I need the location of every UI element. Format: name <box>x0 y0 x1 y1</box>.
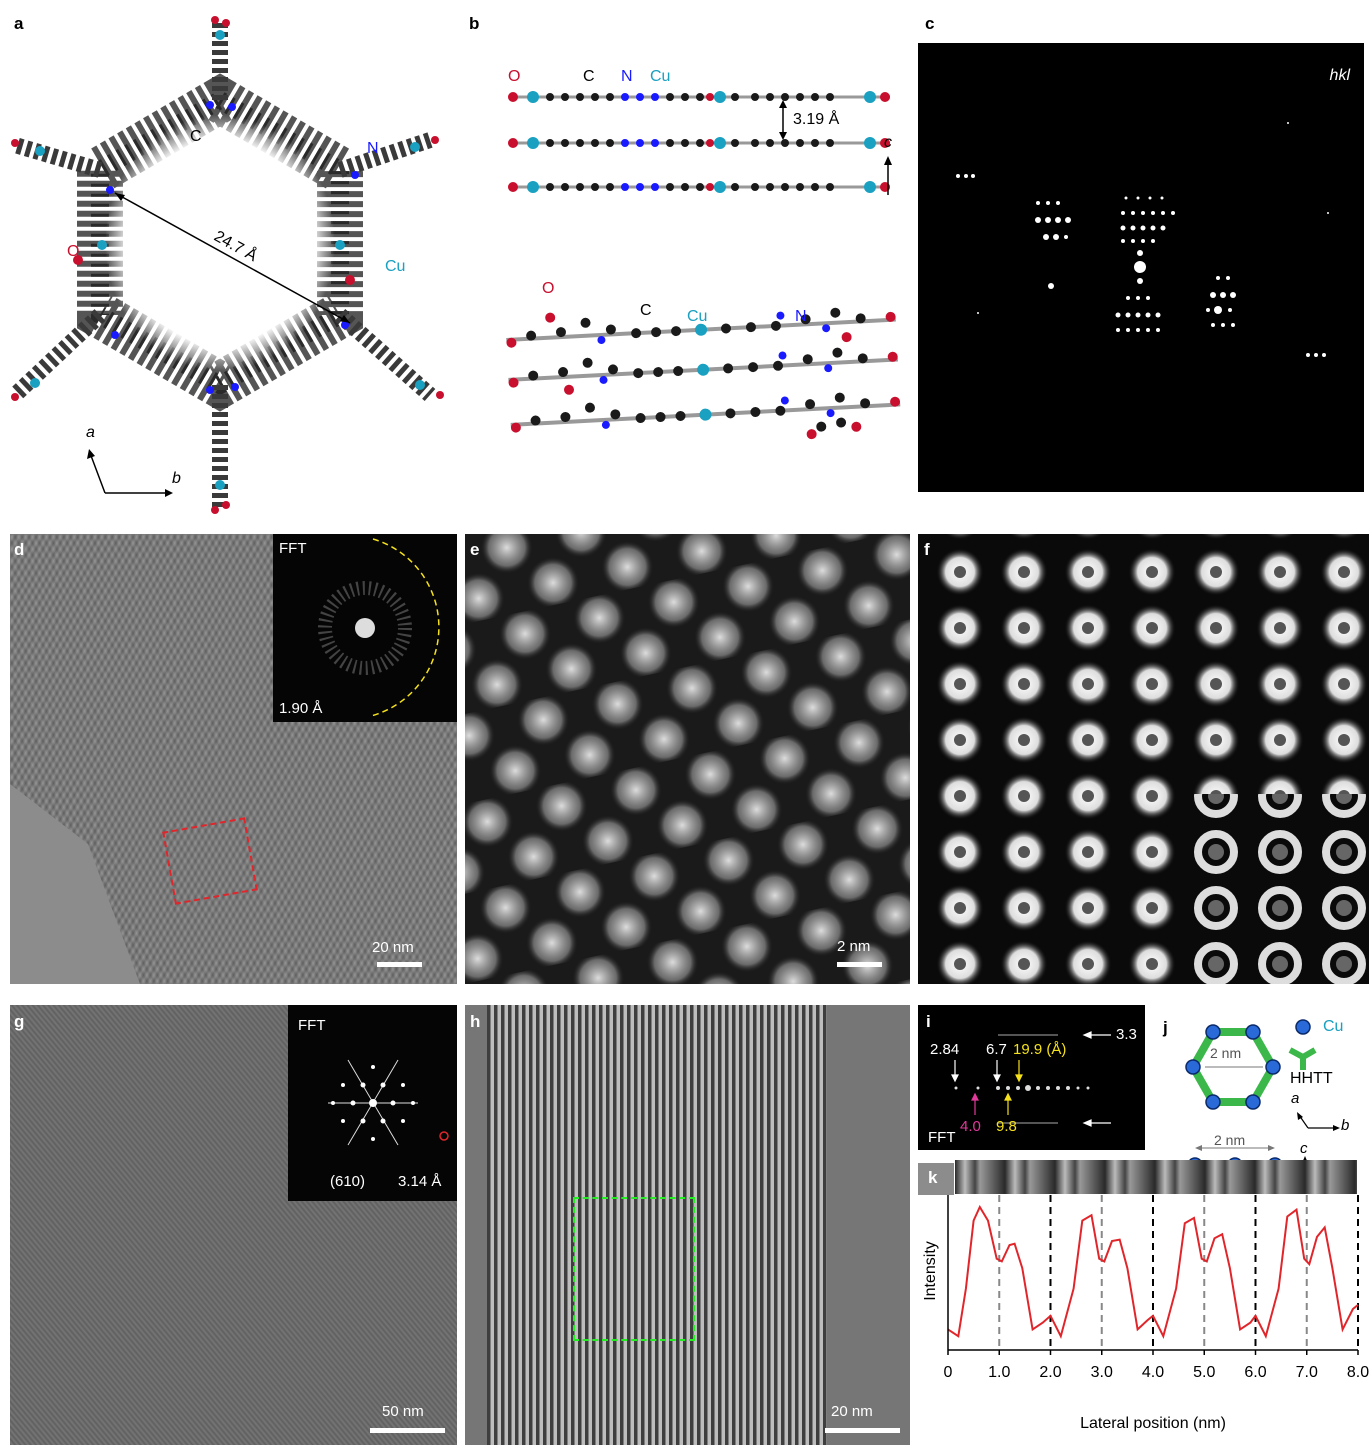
atom-label-c-bottom: C <box>640 302 652 319</box>
atom-label-o: O <box>67 243 80 260</box>
x-tick-label: 5.0 <box>1193 1364 1215 1381</box>
axis-label-a: a <box>86 424 95 441</box>
x-tick-label: 0 <box>944 1364 953 1381</box>
stacking-side-view <box>506 91 901 440</box>
panel-label-d: d <box>14 540 25 559</box>
fft-value-3-3: 3.3 <box>1116 1026 1137 1043</box>
panel-label-e: e <box>470 540 480 559</box>
spacing-label: 3.19 Å <box>793 111 840 128</box>
atom-label-c: C <box>190 128 202 145</box>
diffraction-pattern: hkl <box>918 43 1364 492</box>
panel-label-i: i <box>926 1012 931 1031</box>
fft-value-4-0: 4.0 <box>960 1118 981 1135</box>
simulated-image-f <box>918 534 1369 984</box>
dashed-guides <box>998 1195 1359 1350</box>
scale-label-g: 50 nm <box>382 1403 424 1420</box>
atom-label-c-top: C <box>583 68 595 85</box>
scale-label-h: 20 nm <box>831 1403 873 1420</box>
fringe-region <box>487 1005 827 1445</box>
scale-label-e: 2 nm <box>837 938 871 955</box>
atom-label-cu-top: Cu <box>650 68 671 85</box>
fft-inset-g: FFT (610) 3.14 Å <box>288 1005 457 1201</box>
atom-label-n-bottom: N <box>795 308 807 325</box>
legend-cu: Cu <box>1323 1018 1344 1035</box>
tem-image-g: FFT (610) 3.14 Å 50 nm <box>10 1005 457 1445</box>
x-tick-label: 6.0 <box>1244 1364 1266 1381</box>
selection-box-red <box>162 817 258 905</box>
pore-size-label: 2 nm <box>1210 1045 1242 1061</box>
panel-label-h: h <box>470 1012 481 1031</box>
profile-strip <box>955 1160 1357 1194</box>
fft-value-2-84: 2.84 <box>930 1041 960 1058</box>
axis-label-c-j: c <box>1300 1140 1308 1157</box>
tem-image-d: FFT 1.90 Å 20 nm <box>10 534 457 984</box>
axis-label-b: b <box>172 470 181 487</box>
scale-bar-e <box>837 962 882 967</box>
fft-value-6-7: 6.7 <box>986 1041 1007 1058</box>
fft-label-i: FFT <box>928 1129 956 1146</box>
atom-label-o-bottom: O <box>542 280 555 297</box>
fft-label-g: FFT <box>298 1017 326 1034</box>
y-axis-label: Intensity <box>922 1241 939 1301</box>
intensity-profile-line <box>947 1204 1359 1339</box>
x-axis-label: Lateral position (nm) <box>1080 1415 1226 1432</box>
atom-label-n-top: N <box>621 68 633 85</box>
legend-hhtt: HHTT <box>1290 1070 1333 1087</box>
panel-label-k-box <box>918 1163 954 1195</box>
fft-image-i: 3.3 2.84 6.7 19.9 (Å) 4.0 9.8 FFT <box>918 1005 1145 1150</box>
selection-box-green <box>573 1197 695 1341</box>
scale-bar-h <box>825 1428 900 1433</box>
scale-bar-d <box>377 962 422 967</box>
axis-label-c-b: c <box>884 134 892 151</box>
fft-value-9-8: 9.8 <box>996 1118 1017 1135</box>
intensity-profile-chart: 0 1.0 2.0 3.0 4.0 5.0 6.0 7.0 8.0 Lateral positi… <box>922 1195 1369 1432</box>
x-tick-labels: 0 1.0 2.0 3.0 4.0 5.0 6.0 7.0 8.0 <box>944 1350 1369 1381</box>
atom-label-o-top: O <box>508 68 521 85</box>
hrtem-image-e: 2 nm <box>465 534 910 984</box>
reflection-label-g: (610) <box>330 1173 366 1190</box>
fft-inset-d: FFT 1.90 Å <box>273 534 457 722</box>
axis-label-b-j: b <box>1341 1117 1350 1134</box>
resolution-label-g: 3.14 Å <box>398 1173 442 1190</box>
tem-image-h: 20 nm <box>465 1005 910 1445</box>
pore-structure-diagram <box>10 16 444 514</box>
fft-label-d: FFT <box>279 540 307 557</box>
scale-label-d: 20 nm <box>372 939 414 956</box>
panel-label-f: f <box>924 540 930 559</box>
x-tick-label: 8.0 <box>1347 1364 1369 1381</box>
panel-label-b: b <box>469 14 480 33</box>
panel-label-k: k <box>928 1168 938 1187</box>
resolution-label-d: 1.90 Å <box>279 700 323 717</box>
fft-value-19-9: 19.9 (Å) <box>1013 1041 1067 1058</box>
atom-label-cu: Cu <box>385 258 406 275</box>
hkl-label: hkl <box>1329 67 1350 84</box>
stack-size-label: 2 nm <box>1214 1132 1246 1148</box>
atom-label-cu-bottom: Cu <box>687 308 708 325</box>
scale-bar-g <box>370 1428 445 1433</box>
x-tick-label: 1.0 <box>988 1364 1010 1381</box>
atom-label-n: N <box>367 140 379 157</box>
panel-label-g: g <box>14 1012 25 1031</box>
panel-label-a: a <box>14 14 24 33</box>
panel-label-j: j <box>1163 1018 1168 1037</box>
axis-label-a-j: a <box>1291 1090 1300 1107</box>
x-tick-label: 2.0 <box>1039 1364 1061 1381</box>
panel-label-c: c <box>925 14 935 33</box>
x-tick-label: 3.0 <box>1091 1364 1113 1381</box>
x-tick-label: 7.0 <box>1296 1364 1318 1381</box>
x-tick-label: 4.0 <box>1142 1364 1164 1381</box>
